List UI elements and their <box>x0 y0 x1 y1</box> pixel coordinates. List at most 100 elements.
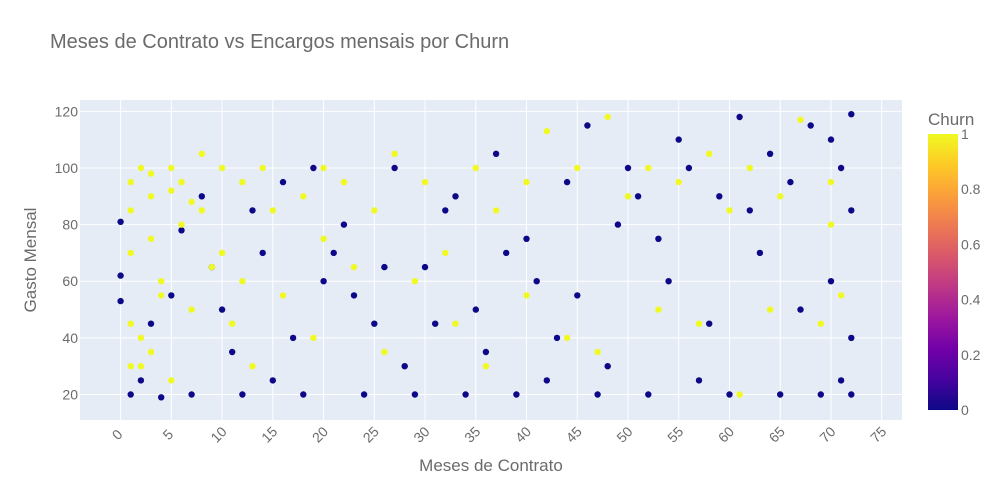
scatter-point <box>127 320 134 327</box>
scatter-point <box>147 320 155 327</box>
scatter-point <box>594 348 601 356</box>
scatter-point <box>198 207 205 214</box>
y-tick-label: 120 <box>55 103 79 119</box>
scatter-point <box>147 348 155 356</box>
scatter-point <box>239 278 246 285</box>
x-tick-label: 20 <box>309 423 331 445</box>
colorbar-tick-label: 0.8 <box>961 181 981 197</box>
scatter-point <box>320 164 327 172</box>
x-tick-label: 40 <box>512 423 534 445</box>
y-tick-label: 100 <box>55 160 79 176</box>
scatter-point <box>655 235 662 242</box>
scatter-point <box>269 207 276 214</box>
scatter-point <box>188 198 195 206</box>
x-tick-label: 50 <box>613 423 635 445</box>
scatter-point <box>848 391 855 398</box>
x-tick-label: 5 <box>159 426 176 443</box>
x-tick-label: 60 <box>715 423 737 445</box>
scatter-point <box>736 391 743 398</box>
scatter-point <box>492 150 500 157</box>
scatter-point <box>188 391 195 398</box>
scatter-point <box>381 348 388 356</box>
scatter-point <box>716 193 723 200</box>
scatter-point <box>797 306 804 313</box>
scatter-point <box>665 278 672 285</box>
scatter-point <box>533 278 540 285</box>
scatter-point <box>218 249 226 257</box>
scatter-point <box>168 164 175 172</box>
scatter-point <box>736 113 743 121</box>
scatter-point <box>827 221 835 228</box>
scatter-point <box>178 227 185 234</box>
scatter-point <box>178 178 185 186</box>
scatter-point <box>391 164 398 172</box>
scatter-point <box>523 178 530 186</box>
scatter-point <box>523 235 530 242</box>
scatter-point <box>563 178 571 186</box>
scatter-point <box>117 297 124 305</box>
scatter-point <box>482 363 490 370</box>
scatter-point <box>320 278 327 285</box>
colorbar-tick-label: 0 <box>961 402 969 418</box>
scatter-point <box>675 178 682 186</box>
scatter-point <box>168 187 175 194</box>
y-tick-label: 20 <box>62 387 78 403</box>
gridlines <box>80 100 902 420</box>
scatter-points <box>117 111 855 401</box>
x-tick-label: 15 <box>258 423 280 445</box>
colorbar-tick-label: 1 <box>961 126 969 142</box>
colorbar-ticks: 0 0.2 0.4 0.6 0.8 1 <box>961 126 981 418</box>
y-tick-label: 40 <box>62 330 78 346</box>
scatter-point <box>411 278 419 285</box>
scatter-point <box>198 150 205 157</box>
scatter-point <box>259 164 266 172</box>
scatter-point <box>574 292 581 299</box>
scatter-point <box>117 272 124 279</box>
scatter-point <box>695 377 703 384</box>
scatter-point <box>513 391 520 398</box>
x-tick-label: 55 <box>664 423 686 445</box>
scatter-point <box>279 178 287 186</box>
scatter-point <box>645 391 652 398</box>
scatter-point <box>269 377 276 384</box>
x-tick-label: 35 <box>461 423 483 445</box>
scatter-point <box>746 207 753 214</box>
colorbar-title: Churn <box>928 110 975 129</box>
scatter-point <box>381 263 388 271</box>
scatter-point <box>634 193 642 200</box>
scatter-point <box>117 218 124 225</box>
scatter-point <box>848 111 855 118</box>
x-tick-label: 25 <box>360 423 382 445</box>
scatter-point <box>310 334 317 342</box>
scatter-point <box>706 320 713 327</box>
scatter-point <box>452 320 459 327</box>
scatter-point <box>310 164 317 172</box>
scatter-point <box>614 221 622 228</box>
scatter-point <box>817 391 824 398</box>
scatter-point <box>624 193 632 200</box>
scatter-point <box>340 221 348 228</box>
scatter-point <box>807 122 814 129</box>
colorbar <box>928 134 958 410</box>
colorbar-tick-label: 0.6 <box>961 236 981 252</box>
scatter-point <box>158 292 165 299</box>
scatter-point <box>452 193 459 200</box>
scatter-point <box>442 249 449 257</box>
scatter-point <box>837 377 845 384</box>
scatter-point <box>543 128 550 135</box>
scatter-point <box>127 249 134 257</box>
scatter-point <box>188 306 195 313</box>
scatter-point <box>777 391 784 398</box>
scatter-point <box>624 164 632 172</box>
scatter-point <box>168 292 175 299</box>
scatter-point <box>594 391 601 398</box>
scatter-point <box>655 306 662 313</box>
scatter-point <box>482 348 490 356</box>
scatter-point <box>137 377 145 384</box>
y-tick-label: 80 <box>62 217 78 233</box>
scatter-point <box>137 363 145 370</box>
scatter-point <box>249 207 256 214</box>
scatter-point <box>411 391 419 398</box>
scatter-point <box>766 306 774 313</box>
